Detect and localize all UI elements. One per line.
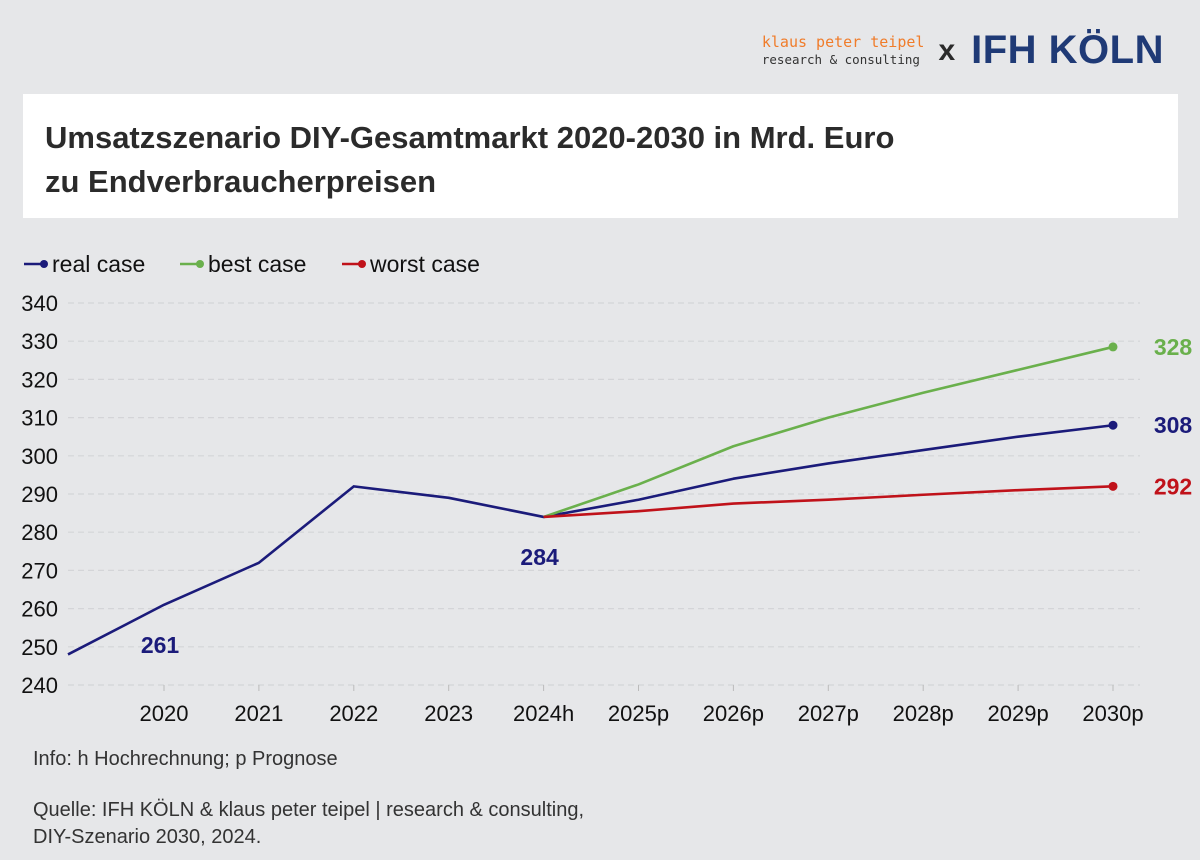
series-endpoint-best-case xyxy=(1108,342,1118,352)
legend-marker-worst-case xyxy=(358,260,366,268)
info-note: Info: h Hochrechnung; p Prognose xyxy=(33,748,338,770)
x-tick-2026p: 2026p xyxy=(703,701,764,726)
kpt-logo-tagline: research & consulting xyxy=(761,51,920,67)
data-label-best-case-328: 328 xyxy=(1154,334,1193,360)
y-tick-270: 270 xyxy=(21,558,58,583)
legend-label-best-case: best case xyxy=(208,251,306,277)
x-tick-2030p: 2030p xyxy=(1082,701,1143,726)
series-line-best-case xyxy=(543,345,1114,519)
series-line-real-case xyxy=(67,423,1114,656)
data-label-real-case-261: 261 xyxy=(141,632,180,658)
x-tick-2021: 2021 xyxy=(234,701,283,726)
x-tick-2027p: 2027p xyxy=(798,701,859,726)
legend-label-worst-case: worst case xyxy=(369,251,480,277)
series-endpoint-real-case xyxy=(1108,420,1118,430)
source-line1: Quelle: IFH KÖLN & klaus peter teipel | … xyxy=(33,799,585,821)
legend-marker-best-case xyxy=(196,260,204,268)
series-endpoint-worst-case xyxy=(1108,481,1118,491)
legend-marker-real-case xyxy=(40,260,48,268)
kpt-logo-name: klaus peter teipel xyxy=(761,32,925,51)
kpt-logo: klaus peter teipel research & consulting xyxy=(761,32,925,68)
chart-title-line1: Umsatzszenario DIY-Gesamtmarkt 2020-2030… xyxy=(45,120,895,155)
logo-separator: x xyxy=(938,33,956,67)
y-tick-330: 330 xyxy=(21,329,58,354)
ifh-logo: IFH KÖLN xyxy=(971,28,1164,72)
data-label-worst-case-292: 292 xyxy=(1154,473,1192,499)
x-tick-2024h: 2024h xyxy=(513,701,574,726)
y-tick-240: 240 xyxy=(21,673,58,698)
y-tick-340: 340 xyxy=(21,291,58,316)
y-tick-320: 320 xyxy=(21,367,58,392)
x-tick-2028p: 2028p xyxy=(893,701,954,726)
y-tick-310: 310 xyxy=(21,406,58,431)
title-box: Umsatzszenario DIY-Gesamtmarkt 2020-2030… xyxy=(23,94,1178,218)
x-tick-2022: 2022 xyxy=(329,701,378,726)
x-tick-2020: 2020 xyxy=(140,701,189,726)
chart-title-line2: zu Endverbraucherpreisen xyxy=(45,164,437,199)
y-tick-260: 260 xyxy=(21,597,58,622)
y-tick-300: 300 xyxy=(21,444,58,469)
series-line-worst-case xyxy=(543,485,1114,519)
logo-group: klaus peter teipel research & consulting… xyxy=(762,28,1164,73)
y-tick-280: 280 xyxy=(21,520,58,545)
y-tick-290: 290 xyxy=(21,482,58,507)
y-tick-250: 250 xyxy=(21,635,58,660)
legend-label-real-case: real case xyxy=(52,251,145,277)
x-tick-2029p: 2029p xyxy=(988,701,1049,726)
source-line2: DIY-Szenario 2030, 2024. xyxy=(33,826,262,848)
data-label-real-case-308: 308 xyxy=(1154,412,1193,438)
x-tick-2023: 2023 xyxy=(424,701,473,726)
data-label-real-case-284: 284 xyxy=(520,544,559,570)
x-tick-2025p: 2025p xyxy=(608,701,669,726)
source-note: Quelle: IFH KÖLN & klaus peter teipel | … xyxy=(33,797,833,851)
